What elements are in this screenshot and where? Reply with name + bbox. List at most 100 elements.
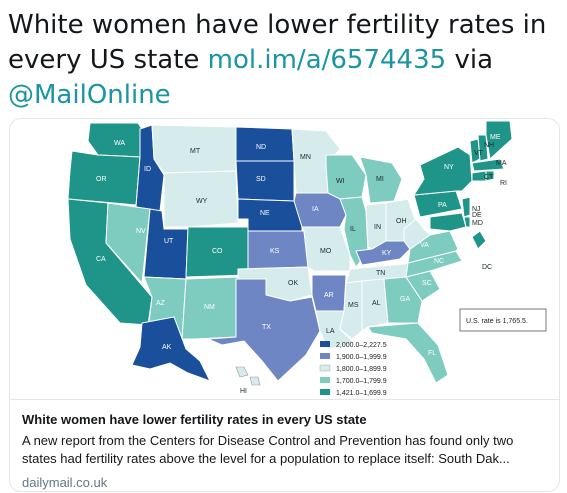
- map-legend: 2,000.0–2,227.5 1,900.0–1,999.9 1,800.0–…: [319, 341, 387, 397]
- state-WY: [163, 170, 239, 228]
- legend-label-2: 1,900.0–1,999.9: [336, 354, 387, 361]
- svg-text:WA: WA: [114, 140, 125, 147]
- legend-swatch-5: [320, 389, 330, 395]
- state-AL: [361, 278, 389, 332]
- legend-swatch-1: [320, 341, 330, 347]
- state-NH: [477, 134, 489, 162]
- mention-link[interactable]: @MailOnline: [8, 80, 171, 110]
- legend-label-5: 1,421.0–1,699.9: [336, 390, 387, 397]
- card-description: A new report from the Centers for Diseas…: [22, 433, 514, 466]
- state-DE: [463, 216, 471, 228]
- svg-text:IA: IA: [312, 206, 319, 213]
- state-AK: [131, 316, 212, 382]
- svg-text:VA: VA: [420, 242, 429, 249]
- svg-text:PA: PA: [438, 202, 447, 209]
- state-MD: [429, 212, 467, 232]
- state-WV: [403, 218, 431, 250]
- us-fertility-map: WA OR ID MT ND MN SD WY WI MI NE IA NV U…: [67, 120, 547, 397]
- svg-text:OK: OK: [288, 280, 298, 287]
- svg-text:GA: GA: [400, 296, 410, 303]
- state-TX: [207, 278, 321, 382]
- svg-text:KY: KY: [382, 250, 392, 257]
- svg-text:WY: WY: [196, 198, 208, 205]
- us-rate-box: [459, 308, 547, 332]
- svg-text:AK: AK: [162, 344, 172, 351]
- svg-text:IL: IL: [350, 226, 356, 233]
- legend-swatch-4: [320, 377, 330, 383]
- svg-text:SC: SC: [422, 280, 432, 287]
- svg-text:ND: ND: [256, 144, 266, 151]
- svg-text:AL: AL: [372, 300, 381, 307]
- svg-text:MS: MS: [348, 302, 359, 309]
- card-meta[interactable]: White women have lower fertility rates i…: [10, 399, 559, 491]
- state-GA: [383, 276, 423, 324]
- svg-text:VT: VT: [474, 150, 484, 157]
- svg-text:MT: MT: [190, 148, 201, 155]
- state-MO: [301, 226, 351, 272]
- state-ME: [485, 120, 513, 160]
- svg-text:AZ: AZ: [156, 300, 166, 307]
- legend-swatch-2: [320, 353, 330, 359]
- state-NE: [237, 198, 303, 232]
- svg-text:OR: OR: [96, 176, 107, 183]
- svg-text:DC: DC: [482, 264, 492, 271]
- svg-text:NV: NV: [136, 228, 146, 235]
- state-DC: [471, 230, 487, 250]
- card-image-map: WA OR ID MT ND MN SD WY WI MI NE IA NV U…: [10, 119, 559, 397]
- svg-text:KS: KS: [270, 248, 280, 255]
- state-WI: [325, 154, 367, 200]
- svg-text:DE: DE: [472, 212, 482, 219]
- svg-text:CA: CA: [96, 256, 106, 263]
- us-rate-label: U.S. rate is 1,765.5.: [466, 318, 528, 325]
- svg-text:NH: NH: [484, 142, 494, 149]
- svg-text:OH: OH: [396, 218, 407, 225]
- card-title: White women have lower fertility rates i…: [22, 412, 367, 427]
- svg-text:ME: ME: [490, 134, 501, 141]
- card-domain: dailymail.co.uk: [22, 475, 108, 490]
- svg-text:ID: ID: [144, 166, 151, 173]
- legend-swatch-3: [319, 364, 331, 372]
- link-card[interactable]: WA OR ID MT ND MN SD WY WI MI NE IA NV U…: [9, 118, 560, 492]
- svg-text:MA: MA: [496, 160, 507, 167]
- state-HI-2: [249, 376, 261, 386]
- state-HI: [235, 366, 249, 378]
- state-IL: [339, 196, 369, 268]
- svg-text:NE: NE: [260, 210, 270, 217]
- svg-text:CT: CT: [484, 174, 494, 181]
- state-NY: [413, 146, 473, 196]
- state-NV: [105, 202, 151, 285]
- state-FL: [367, 322, 449, 384]
- svg-text:NJ: NJ: [472, 206, 481, 213]
- legend-label-1: 2,000.0–2,227.5: [336, 342, 387, 349]
- state-NJ: [461, 196, 471, 218]
- state-MA: [471, 158, 505, 172]
- svg-text:TN: TN: [376, 270, 385, 277]
- legend-label-3: 1,800.0–1,899.9: [336, 366, 387, 373]
- svg-text:AR: AR: [324, 292, 334, 299]
- svg-text:MD: MD: [472, 220, 483, 227]
- svg-text:MN: MN: [300, 154, 311, 161]
- svg-text:WI: WI: [336, 178, 345, 185]
- svg-text:IN: IN: [374, 224, 381, 231]
- svg-text:HI: HI: [240, 388, 247, 395]
- svg-text:NM: NM: [204, 304, 215, 311]
- svg-text:FL: FL: [428, 350, 436, 357]
- state-labels: WA OR ID MT ND MN SD WY WI MI NE IA NV U…: [96, 134, 507, 395]
- state-RI: [485, 170, 495, 182]
- svg-text:RI: RI: [500, 180, 507, 187]
- svg-text:NY: NY: [444, 164, 454, 171]
- svg-text:LA: LA: [326, 328, 335, 335]
- state-MI: [359, 156, 403, 204]
- svg-text:MO: MO: [320, 248, 332, 255]
- tweet-via: via: [446, 45, 493, 75]
- svg-text:CO: CO: [212, 248, 223, 255]
- tweet-text: White women have lower fertility rates i…: [8, 8, 560, 113]
- svg-text:NC: NC: [434, 258, 444, 265]
- article-link[interactable]: mol.im/a/6574435: [207, 45, 447, 75]
- svg-text:SD: SD: [256, 176, 266, 183]
- svg-text:MI: MI: [376, 176, 384, 183]
- legend-label-4: 1,700.0–1,799.9: [336, 378, 387, 385]
- tweet-body: White women have lower fertility rates i…: [8, 10, 547, 75]
- svg-text:TX: TX: [262, 324, 271, 331]
- svg-text:UT: UT: [164, 238, 174, 245]
